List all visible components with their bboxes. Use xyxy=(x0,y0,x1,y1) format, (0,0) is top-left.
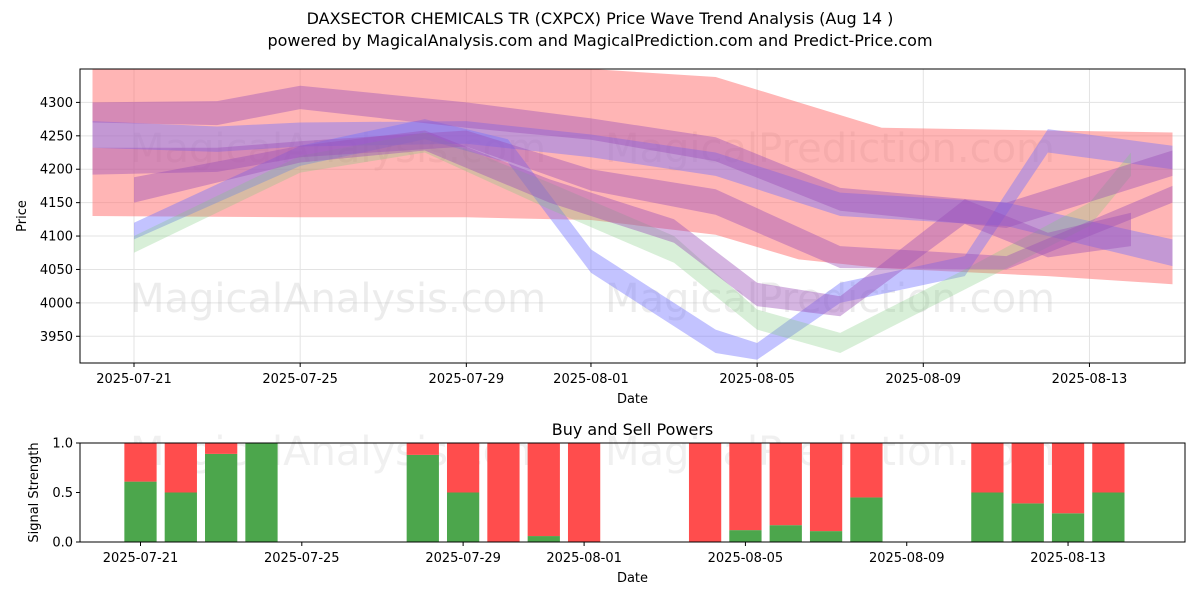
sell-bar xyxy=(527,443,560,537)
price-x-tick-label: 2025-07-25 xyxy=(262,372,338,387)
signal-chart-title: Buy and Sell Powers xyxy=(552,420,714,439)
signal-bars xyxy=(124,443,1125,542)
signal-x-axis: 2025-07-21 2025-07-25 2025-07-29 2025-08-01… xyxy=(103,542,1106,566)
signal-y-axis-label: Signal Strength xyxy=(27,442,42,542)
signal-x-tick-label: 2025-08-13 xyxy=(1030,551,1106,566)
sell-bar xyxy=(406,443,439,455)
buy-bar xyxy=(809,531,843,542)
price-x-axis: 2025-07-21 2025-07-25 2025-07-29 2025-08-01… xyxy=(96,363,1127,387)
signal-y-axis: 0.0 0.5 1.0 xyxy=(52,437,80,551)
price-y-tick-label: 4000 xyxy=(40,296,73,311)
signal-x-tick-label: 2025-07-25 xyxy=(264,551,340,566)
price-x-axis-label: Date xyxy=(617,392,648,407)
price-y-tick-label: 4050 xyxy=(40,263,73,278)
buy-bar xyxy=(527,536,560,542)
sell-bar xyxy=(688,443,722,542)
wave-band-purple xyxy=(134,130,1131,317)
buy-bar xyxy=(1051,513,1085,542)
signal-x-tick-label: 2025-07-21 xyxy=(103,551,179,566)
wave-band-green xyxy=(134,132,1131,353)
price-x-tick-label: 2025-07-29 xyxy=(429,372,505,387)
wave-band-blue xyxy=(92,121,1173,267)
price-y-tick-label: 4250 xyxy=(40,129,73,144)
price-x-tick-label: 2025-08-01 xyxy=(553,372,629,387)
sell-bar xyxy=(971,443,1004,493)
buy-bar xyxy=(1092,492,1125,542)
chart-title: DAXSECTOR CHEMICALS TR (CXPCX) Price Wav… xyxy=(306,9,894,28)
price-x-tick-label: 2025-07-21 xyxy=(96,372,172,387)
sell-bar xyxy=(729,443,762,531)
price-y-tick-label: 4200 xyxy=(40,163,73,178)
watermark-text: MagicalPrediction.com xyxy=(605,276,1055,322)
price-y-tick-label: 4100 xyxy=(40,230,73,245)
sell-bar xyxy=(487,443,520,542)
buy-bar xyxy=(850,497,883,542)
sell-bar xyxy=(1051,443,1085,514)
signal-y-tick-label: 0.5 xyxy=(52,486,73,501)
signal-x-axis-label: Date xyxy=(617,571,648,586)
wave-band-blue xyxy=(134,119,1173,360)
sell-bar xyxy=(1092,443,1125,493)
signal-y-tick-label: 1.0 xyxy=(52,437,73,452)
sell-bar xyxy=(446,443,480,493)
chart-subtitle: powered by MagicalAnalysis.com and Magic… xyxy=(267,31,933,50)
buy-bar xyxy=(205,453,238,542)
wave-band-red xyxy=(92,69,1173,285)
price-y-tick-label: 4300 xyxy=(40,96,73,111)
buy-bar xyxy=(245,443,278,542)
buy-bar xyxy=(446,492,480,542)
buy-bar xyxy=(406,454,439,542)
sell-bar xyxy=(567,443,601,542)
sell-bar xyxy=(809,443,843,532)
signal-x-tick-label: 2025-08-09 xyxy=(869,551,945,566)
sell-bar xyxy=(1011,443,1044,504)
buy-bar xyxy=(1011,503,1044,542)
wave-bands xyxy=(92,69,1173,360)
sell-bar xyxy=(769,443,802,526)
signal-y-tick-label: 0.0 xyxy=(52,536,73,551)
price-x-tick-label: 2025-08-13 xyxy=(1052,372,1128,387)
buy-bar xyxy=(729,530,762,542)
watermark-text: MagicalAnalysis.com xyxy=(130,276,546,322)
sell-bar xyxy=(124,443,157,482)
sell-bar xyxy=(164,443,197,493)
signal-x-tick-label: 2025-08-05 xyxy=(708,551,784,566)
sell-bar xyxy=(850,443,883,498)
price-y-axis-label: Price xyxy=(15,200,30,232)
price-y-tick-label: 3950 xyxy=(40,330,73,345)
price-y-tick-label: 4150 xyxy=(40,196,73,211)
buy-bar xyxy=(769,525,802,542)
buy-bar xyxy=(164,492,197,542)
price-x-tick-label: 2025-08-09 xyxy=(886,372,962,387)
buy-bar xyxy=(971,492,1004,542)
sell-bar xyxy=(205,443,238,454)
price-x-tick-label: 2025-08-05 xyxy=(719,372,795,387)
price-y-axis: 3950 4000 4050 4100 4150 4200 4250 4300 xyxy=(40,96,80,345)
signal-x-tick-label: 2025-07-29 xyxy=(425,551,501,566)
buy-bar xyxy=(124,481,157,542)
price-plot-frame xyxy=(79,68,1186,364)
signal-x-tick-label: 2025-08-01 xyxy=(546,551,622,566)
